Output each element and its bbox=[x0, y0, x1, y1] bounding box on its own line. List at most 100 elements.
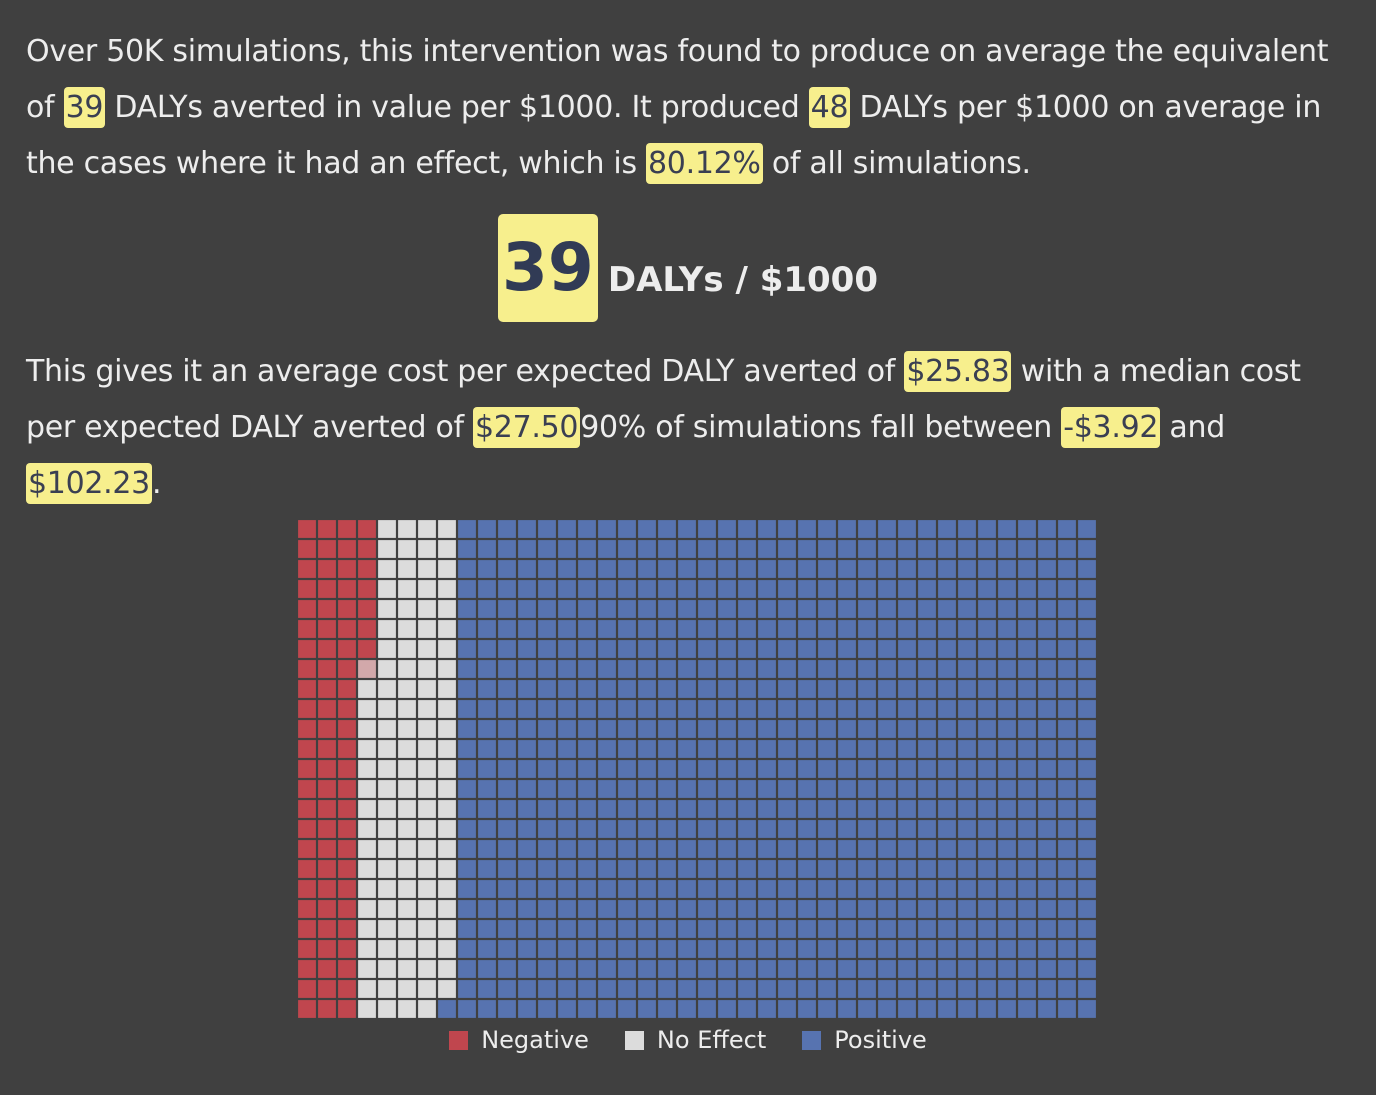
waffle-cell-negative bbox=[316, 558, 338, 580]
waffle-cell-no-effect bbox=[356, 778, 378, 800]
waffle-cell-positive bbox=[656, 918, 678, 940]
waffle-cell-positive bbox=[596, 978, 618, 1000]
waffle-cell-positive bbox=[596, 938, 618, 960]
waffle-cell-positive bbox=[1056, 778, 1078, 800]
waffle-cell-no-effect bbox=[396, 558, 418, 580]
waffle-cell-positive bbox=[656, 618, 678, 640]
waffle-cell-positive bbox=[776, 738, 798, 760]
waffle-cell-positive bbox=[676, 718, 698, 740]
waffle-cell-positive bbox=[656, 958, 678, 980]
waffle-cell-positive bbox=[1016, 958, 1038, 980]
waffle-cell-positive bbox=[996, 978, 1018, 1000]
waffle-cell-positive bbox=[876, 658, 898, 680]
waffle-cell-positive bbox=[956, 878, 978, 900]
waffle-cell-positive bbox=[896, 918, 918, 940]
waffle-cell-negative bbox=[356, 519, 378, 540]
waffle-cell-positive bbox=[456, 718, 478, 740]
waffle-cell-positive bbox=[596, 798, 618, 820]
waffle-cell-positive bbox=[1036, 618, 1058, 640]
waffle-cell-positive bbox=[596, 958, 618, 980]
waffle-cell-positive bbox=[996, 638, 1018, 660]
waffle-cell-positive bbox=[696, 858, 718, 880]
waffle-cell-no-effect bbox=[436, 519, 458, 540]
waffle-cell-positive bbox=[716, 798, 738, 820]
waffle-cell-positive bbox=[1056, 898, 1078, 920]
waffle-cell-positive bbox=[836, 978, 858, 1000]
waffle-cell-positive bbox=[676, 858, 698, 880]
waffle-cell-positive bbox=[936, 538, 958, 560]
waffle-cell-positive bbox=[1016, 678, 1038, 700]
waffle-cell-positive bbox=[1016, 658, 1038, 680]
waffle-cell-positive bbox=[556, 558, 578, 580]
waffle-cell-positive bbox=[996, 698, 1018, 720]
waffle-cell-positive bbox=[596, 918, 618, 940]
waffle-cell-positive bbox=[596, 778, 618, 800]
waffle-cell-positive bbox=[816, 638, 838, 660]
waffle-cell-positive bbox=[576, 818, 598, 840]
waffle-cell-positive bbox=[936, 718, 958, 740]
waffle-cell-positive bbox=[616, 958, 638, 980]
waffle-cell-positive bbox=[956, 638, 978, 660]
waffle-cell-positive bbox=[856, 519, 878, 540]
waffle-cell-positive bbox=[976, 658, 998, 680]
waffle-cell-positive bbox=[856, 638, 878, 660]
waffle-cell-positive bbox=[636, 998, 658, 1019]
waffle-cell-positive bbox=[456, 678, 478, 700]
waffle-cell-positive bbox=[1076, 519, 1097, 540]
waffle-cell-positive bbox=[676, 798, 698, 820]
waffle-cell-positive bbox=[676, 698, 698, 720]
waffle-cell-positive bbox=[716, 718, 738, 740]
waffle-cell-positive bbox=[756, 858, 778, 880]
waffle-cell-positive bbox=[636, 638, 658, 660]
waffle-cell-positive bbox=[976, 519, 998, 540]
waffle-cell-positive bbox=[476, 618, 498, 640]
waffle-cell-no-effect bbox=[396, 698, 418, 720]
waffle-cell-negative bbox=[316, 519, 338, 540]
waffle-cell-negative bbox=[336, 558, 358, 580]
waffle-cell-positive bbox=[976, 978, 998, 1000]
waffle-cell-positive bbox=[856, 758, 878, 780]
low-bound-highlight: -$3.92 bbox=[1061, 407, 1161, 448]
waffle-cell-no-effect bbox=[436, 578, 458, 600]
waffle-cell-positive bbox=[876, 798, 898, 820]
waffle-cell-no-effect bbox=[396, 758, 418, 780]
waffle-cell-positive bbox=[1056, 818, 1078, 840]
waffle-cell-positive bbox=[616, 878, 638, 900]
waffle-cell-positive bbox=[956, 978, 978, 1000]
waffle-cell-positive bbox=[996, 778, 1018, 800]
waffle-cell-positive bbox=[876, 678, 898, 700]
waffle-cell-positive bbox=[476, 778, 498, 800]
waffle-cell-positive bbox=[616, 978, 638, 1000]
waffle-cell-positive bbox=[896, 778, 918, 800]
waffle-cell-positive bbox=[516, 718, 538, 740]
waffle-cell-positive bbox=[976, 878, 998, 900]
waffle-cell-positive bbox=[696, 698, 718, 720]
waffle-cell-positive bbox=[676, 898, 698, 920]
waffle-cell-positive bbox=[596, 638, 618, 660]
waffle-cell-positive bbox=[736, 778, 758, 800]
waffle-cell-positive bbox=[436, 998, 458, 1019]
waffle-cell-positive bbox=[556, 618, 578, 640]
cost-text-4: and bbox=[1160, 410, 1225, 445]
waffle-cell-negative bbox=[316, 738, 338, 760]
waffle-cell-positive bbox=[776, 638, 798, 660]
waffle-cell-positive bbox=[636, 918, 658, 940]
waffle-cell-positive bbox=[976, 638, 998, 660]
waffle-cell-positive bbox=[476, 538, 498, 560]
waffle-cell-negative bbox=[316, 958, 338, 980]
waffle-cell-positive bbox=[956, 538, 978, 560]
waffle-cell-positive bbox=[696, 718, 718, 740]
waffle-cell-positive bbox=[576, 538, 598, 560]
waffle-cell-no-effect bbox=[376, 778, 398, 800]
waffle-cell-positive bbox=[736, 818, 758, 840]
waffle-cell-positive bbox=[976, 618, 998, 640]
waffle-cell-negative bbox=[316, 658, 338, 680]
waffle-cell-positive bbox=[496, 578, 518, 600]
waffle-cell-no-effect bbox=[356, 918, 378, 940]
waffle-cell-no-effect bbox=[356, 998, 378, 1019]
waffle-cell-positive bbox=[516, 898, 538, 920]
waffle-cell-negative bbox=[297, 838, 318, 860]
waffle-cell-positive bbox=[576, 698, 598, 720]
waffle-cell-positive bbox=[1016, 838, 1038, 860]
waffle-cell-no-effect bbox=[356, 958, 378, 980]
